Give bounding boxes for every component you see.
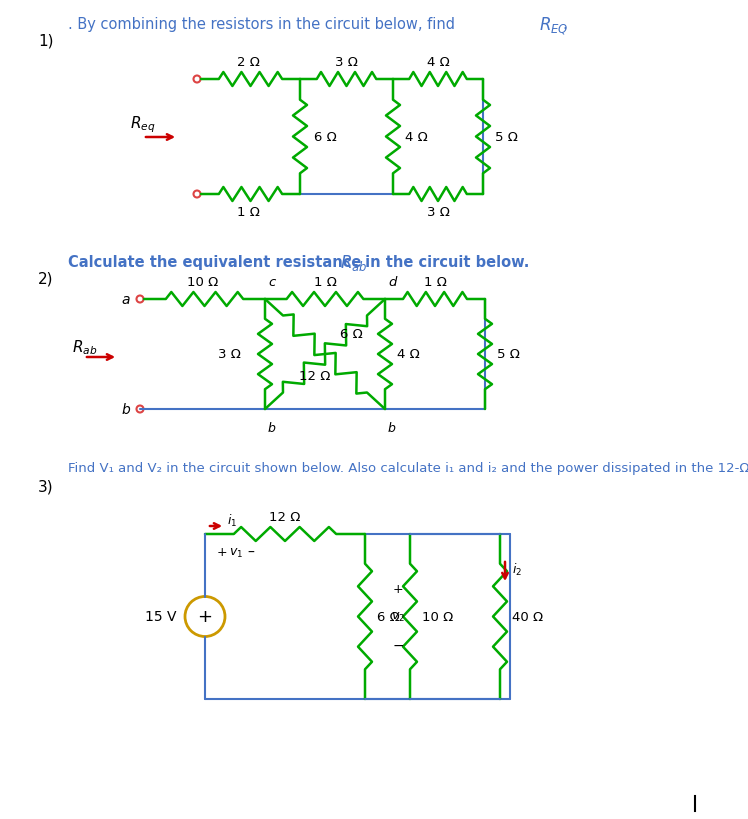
- Text: b: b: [121, 402, 130, 417]
- Text: 6 Ω: 6 Ω: [377, 610, 399, 623]
- Text: 2): 2): [38, 272, 54, 287]
- Text: .: .: [562, 17, 567, 32]
- Text: +: +: [393, 582, 403, 595]
- Text: 3 Ω: 3 Ω: [426, 206, 450, 219]
- Text: 6 Ω: 6 Ω: [314, 131, 337, 144]
- Text: 1 Ω: 1 Ω: [237, 206, 260, 219]
- Text: 3): 3): [38, 479, 54, 495]
- Text: . By combining the resistors in the circuit below, find: . By combining the resistors in the circ…: [68, 17, 459, 32]
- Text: 40 Ω: 40 Ω: [512, 610, 543, 623]
- Text: –: –: [247, 545, 254, 559]
- Text: Calculate the equivalent resistance: Calculate the equivalent resistance: [68, 255, 367, 269]
- Text: 5 Ω: 5 Ω: [495, 131, 518, 144]
- Text: 1 Ω: 1 Ω: [313, 276, 337, 288]
- Text: 15 V: 15 V: [146, 610, 177, 624]
- Text: 2 Ω: 2 Ω: [237, 56, 260, 69]
- Text: in the circuit below.: in the circuit below.: [360, 255, 530, 269]
- Text: b: b: [268, 422, 276, 434]
- Text: $R_{ab}$: $R_{ab}$: [72, 338, 97, 357]
- Text: a: a: [121, 292, 130, 306]
- Text: 10 Ω: 10 Ω: [187, 276, 218, 288]
- Text: +: +: [217, 545, 227, 559]
- Text: 4 Ω: 4 Ω: [397, 348, 420, 361]
- Text: −: −: [392, 638, 404, 652]
- Text: b: b: [388, 422, 396, 434]
- Text: $R_{EQ}$: $R_{EQ}$: [539, 15, 568, 37]
- Text: c: c: [268, 276, 275, 288]
- Text: $i_2$: $i_2$: [512, 561, 522, 577]
- Text: 4 Ω: 4 Ω: [405, 131, 428, 144]
- Text: 10 Ω: 10 Ω: [422, 610, 453, 623]
- Text: $v_2$: $v_2$: [391, 610, 405, 623]
- Text: d: d: [388, 276, 396, 288]
- Text: 4 Ω: 4 Ω: [426, 56, 450, 69]
- Text: 3 Ω: 3 Ω: [335, 56, 358, 69]
- Text: 6 Ω: 6 Ω: [340, 328, 363, 341]
- Text: $R_{ab}$: $R_{ab}$: [340, 253, 367, 273]
- Text: +: +: [197, 608, 212, 626]
- Text: 3 Ω: 3 Ω: [218, 348, 241, 361]
- Text: 1 Ω: 1 Ω: [423, 276, 447, 288]
- Text: 5 Ω: 5 Ω: [497, 348, 520, 361]
- Text: $i_1$: $i_1$: [227, 512, 237, 528]
- Text: 1): 1): [38, 34, 54, 49]
- Text: $v_1$: $v_1$: [229, 545, 243, 559]
- Text: Find V₁ and V₂ in the circuit shown below. Also calculate i₁ and i₂ and the powe: Find V₁ and V₂ in the circuit shown belo…: [68, 461, 748, 474]
- Text: $R_{eq}$: $R_{eq}$: [130, 115, 156, 135]
- Text: 12 Ω: 12 Ω: [269, 510, 301, 523]
- Text: 12 Ω: 12 Ω: [299, 370, 331, 383]
